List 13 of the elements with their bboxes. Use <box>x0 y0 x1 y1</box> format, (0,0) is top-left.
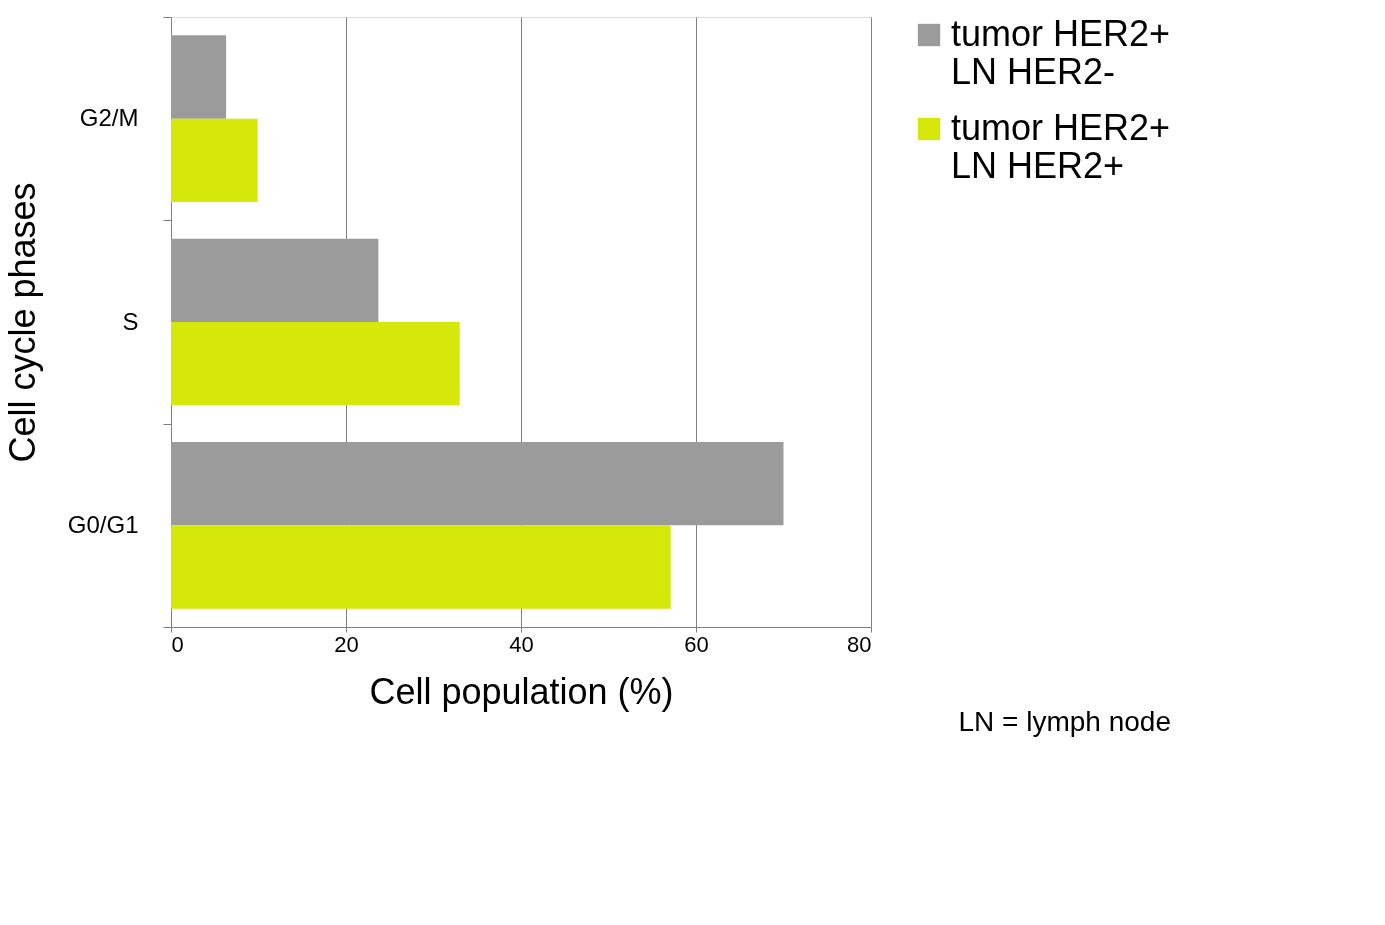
x-axis-title: Cell population (%) <box>369 670 674 712</box>
x-tick-label: 0 <box>171 631 184 657</box>
x-tick-label: 60 <box>684 631 709 657</box>
text: LN = lymph node <box>958 706 1171 737</box>
x-tick-label: 40 <box>509 631 534 657</box>
y-tick-label: S <box>122 307 139 335</box>
legend-label: tumor HER2+ LN HER2- <box>951 13 1171 92</box>
y-axis-title: Cell cycle phases <box>1 182 43 463</box>
x-tick-label: 20 <box>334 631 359 657</box>
y-tick-label: G0/G1 <box>67 510 139 538</box>
x-tick-label: 80 <box>847 631 872 657</box>
y-tick-label: G2/M <box>79 104 139 132</box>
legend-label: tumor HER2+ LN HER2+ <box>951 107 1171 186</box>
